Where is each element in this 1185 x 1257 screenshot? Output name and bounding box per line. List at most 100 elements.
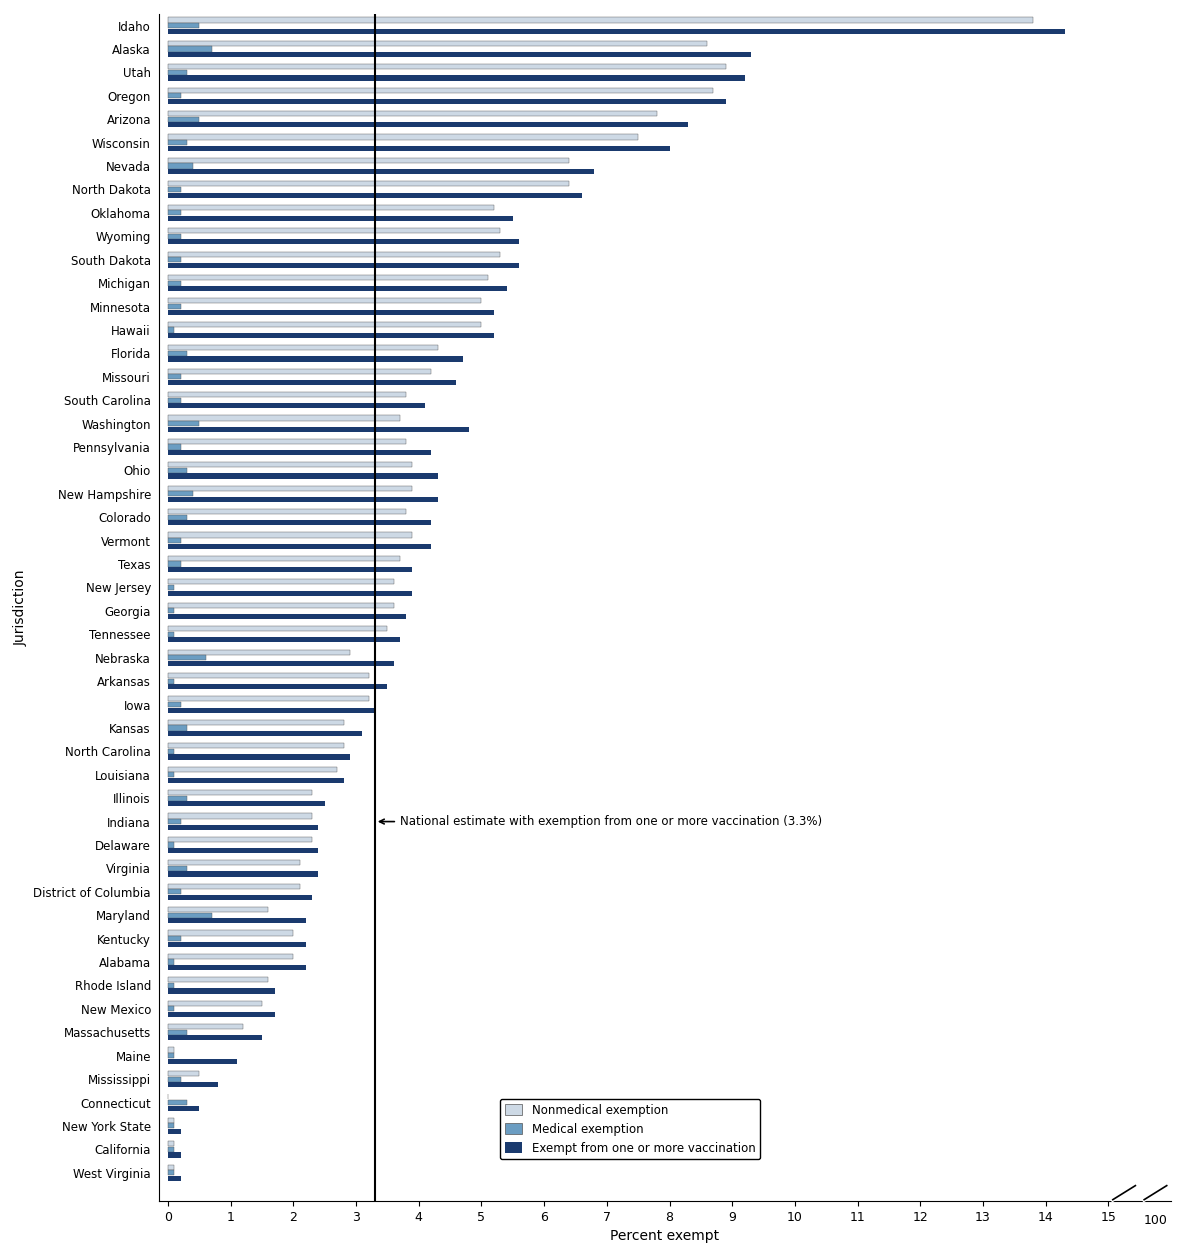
Bar — [168, 708, 374, 713]
Bar — [168, 725, 187, 730]
Bar — [168, 146, 670, 151]
Bar — [168, 239, 519, 245]
Bar — [168, 439, 406, 444]
Bar — [168, 368, 431, 373]
Bar — [168, 1047, 174, 1052]
Bar — [168, 661, 393, 666]
Bar — [168, 637, 401, 642]
Bar — [168, 936, 180, 941]
Bar — [168, 1129, 180, 1134]
Bar — [168, 187, 180, 192]
Bar — [168, 333, 494, 338]
Bar — [168, 1053, 174, 1058]
Bar — [168, 796, 187, 801]
Bar — [168, 696, 369, 701]
Bar — [168, 1071, 199, 1076]
Bar — [168, 579, 393, 585]
Bar — [168, 298, 481, 303]
Bar — [168, 351, 187, 356]
Bar — [168, 556, 401, 561]
Bar — [168, 158, 569, 163]
Bar — [168, 287, 506, 292]
Bar — [168, 1146, 174, 1151]
Bar — [168, 93, 180, 98]
Bar — [168, 322, 481, 327]
Bar — [168, 280, 180, 285]
Bar — [168, 919, 306, 924]
Bar — [168, 140, 187, 146]
Bar — [168, 520, 431, 525]
Bar — [168, 23, 199, 28]
Bar — [168, 772, 174, 777]
Bar — [168, 562, 180, 567]
Bar — [168, 403, 425, 409]
Bar — [168, 585, 174, 590]
Bar — [168, 983, 174, 988]
Bar — [168, 75, 745, 80]
Bar — [168, 1175, 180, 1180]
Bar — [168, 1106, 199, 1111]
Bar — [168, 871, 319, 876]
Bar — [168, 801, 325, 806]
Bar — [168, 533, 412, 538]
Bar — [168, 825, 319, 830]
Bar — [168, 40, 707, 47]
Bar — [168, 954, 294, 959]
Bar — [168, 626, 387, 631]
Bar — [168, 672, 369, 678]
Bar — [168, 392, 406, 397]
Bar — [168, 754, 350, 759]
Text: 100: 100 — [1144, 1214, 1167, 1227]
Bar — [168, 684, 387, 689]
Bar — [168, 346, 437, 351]
Bar — [168, 117, 199, 122]
Bar — [168, 866, 187, 871]
Bar — [168, 655, 206, 660]
Bar — [168, 263, 519, 268]
Bar — [168, 820, 180, 825]
Bar — [168, 491, 193, 497]
Bar — [168, 538, 180, 543]
Bar — [168, 216, 513, 221]
Bar — [168, 959, 174, 964]
Bar — [168, 228, 500, 234]
Bar — [168, 421, 199, 426]
Bar — [168, 544, 431, 549]
Bar — [168, 1153, 180, 1158]
Bar — [168, 1141, 174, 1146]
Bar — [168, 965, 306, 970]
Bar — [168, 988, 275, 993]
Bar — [168, 99, 726, 104]
Bar — [168, 327, 174, 333]
Bar — [168, 679, 174, 684]
Bar — [168, 397, 180, 402]
Bar — [168, 860, 300, 865]
Bar — [168, 122, 688, 127]
Bar — [168, 474, 437, 479]
Bar — [168, 720, 344, 725]
Bar — [168, 1029, 187, 1035]
Bar — [168, 1117, 174, 1123]
Bar — [168, 192, 582, 197]
Bar — [168, 848, 319, 854]
Bar — [168, 884, 300, 889]
Bar — [168, 908, 268, 913]
Bar — [168, 602, 393, 608]
Bar — [168, 789, 312, 796]
Bar — [168, 1058, 237, 1063]
Bar — [168, 304, 180, 309]
Bar — [168, 1076, 180, 1082]
Text: National estimate with exemption from one or more vaccination (3.3%): National estimate with exemption from on… — [379, 815, 822, 828]
Bar — [168, 1024, 243, 1029]
Bar — [168, 913, 212, 918]
Bar — [168, 1001, 262, 1006]
Bar — [168, 813, 312, 818]
Bar — [168, 29, 1064, 34]
Bar — [168, 111, 656, 116]
Bar — [168, 426, 469, 431]
Bar — [168, 170, 595, 175]
Bar — [168, 18, 1033, 23]
Bar — [168, 485, 412, 490]
Bar — [168, 309, 494, 314]
Bar — [168, 88, 713, 93]
